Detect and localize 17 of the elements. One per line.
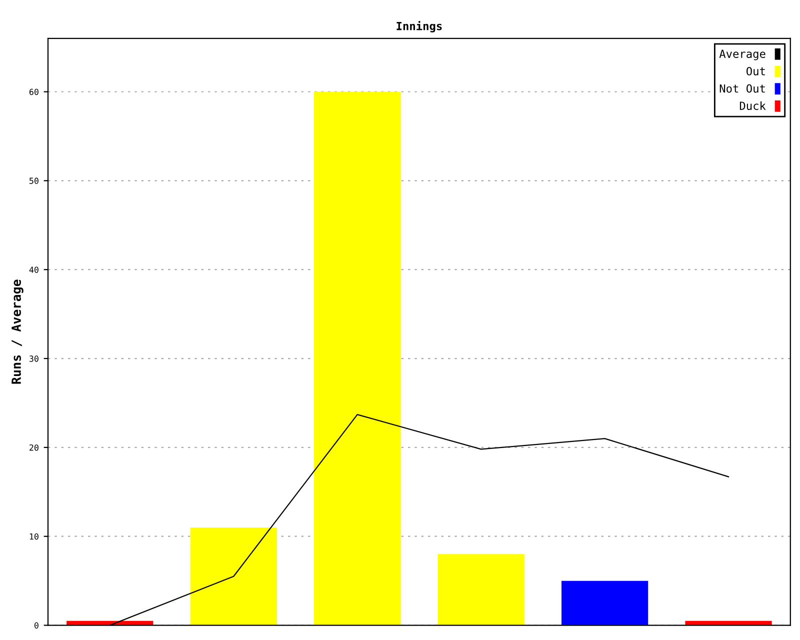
legend-label: Duck [740, 101, 766, 110]
legend-label: Average [719, 50, 766, 60]
bar [190, 527, 277, 626]
y-tick-label: 30 [29, 356, 38, 362]
y-axis-title: Runs / Average [12, 280, 24, 384]
y-tick-label: 40 [29, 266, 38, 273]
y-tick-label: 60 [29, 88, 38, 96]
y-tick-label: 10 [30, 533, 38, 540]
legend-label: Not Out [720, 84, 765, 93]
chart-title: Innings [396, 21, 442, 32]
bar [561, 580, 648, 626]
y-tick-label: 20 [30, 444, 38, 451]
legend-label: Out [746, 66, 765, 76]
y-tick-label: 0 [34, 622, 38, 629]
y-tick-label: 50 [30, 178, 38, 184]
bar [314, 92, 401, 626]
bar [438, 554, 524, 626]
